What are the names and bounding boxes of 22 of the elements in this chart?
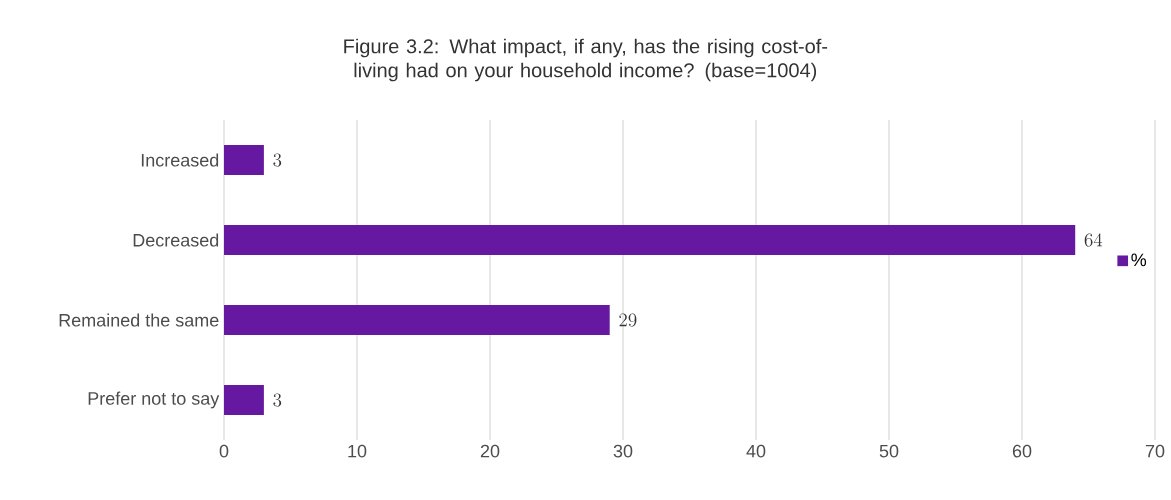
bar xyxy=(224,385,264,415)
data-label: 3 xyxy=(273,393,282,407)
data-label: 29 xyxy=(619,313,637,327)
x-tick-label: 10 xyxy=(348,444,367,458)
x-tick-label: 60 xyxy=(1012,444,1032,458)
y-tick-label: Increased xyxy=(141,153,219,167)
x-tick-label: 0 xyxy=(219,444,229,458)
legend-label: % xyxy=(1131,253,1147,267)
y-tick-label: Decreased xyxy=(133,233,219,247)
y-tick-label: Prefer not to say xyxy=(88,391,220,409)
x-tick-label: 40 xyxy=(746,444,766,458)
y-tick-label: Remained the same xyxy=(59,313,219,327)
bar xyxy=(224,225,1076,255)
data-label: 64 xyxy=(1084,233,1103,247)
x-tick-label: 50 xyxy=(879,444,899,458)
x-tick-label: 70 xyxy=(1145,444,1165,458)
bar xyxy=(224,145,264,176)
x-tick-label: 30 xyxy=(613,444,633,458)
data-label: 3 xyxy=(273,153,282,167)
bar xyxy=(224,305,610,336)
x-tick-label: 20 xyxy=(480,444,500,458)
chart-title: Figure 3.2: What impact, if any, has the rising cost-of-living had on your household income? (base=1004) xyxy=(344,38,828,82)
